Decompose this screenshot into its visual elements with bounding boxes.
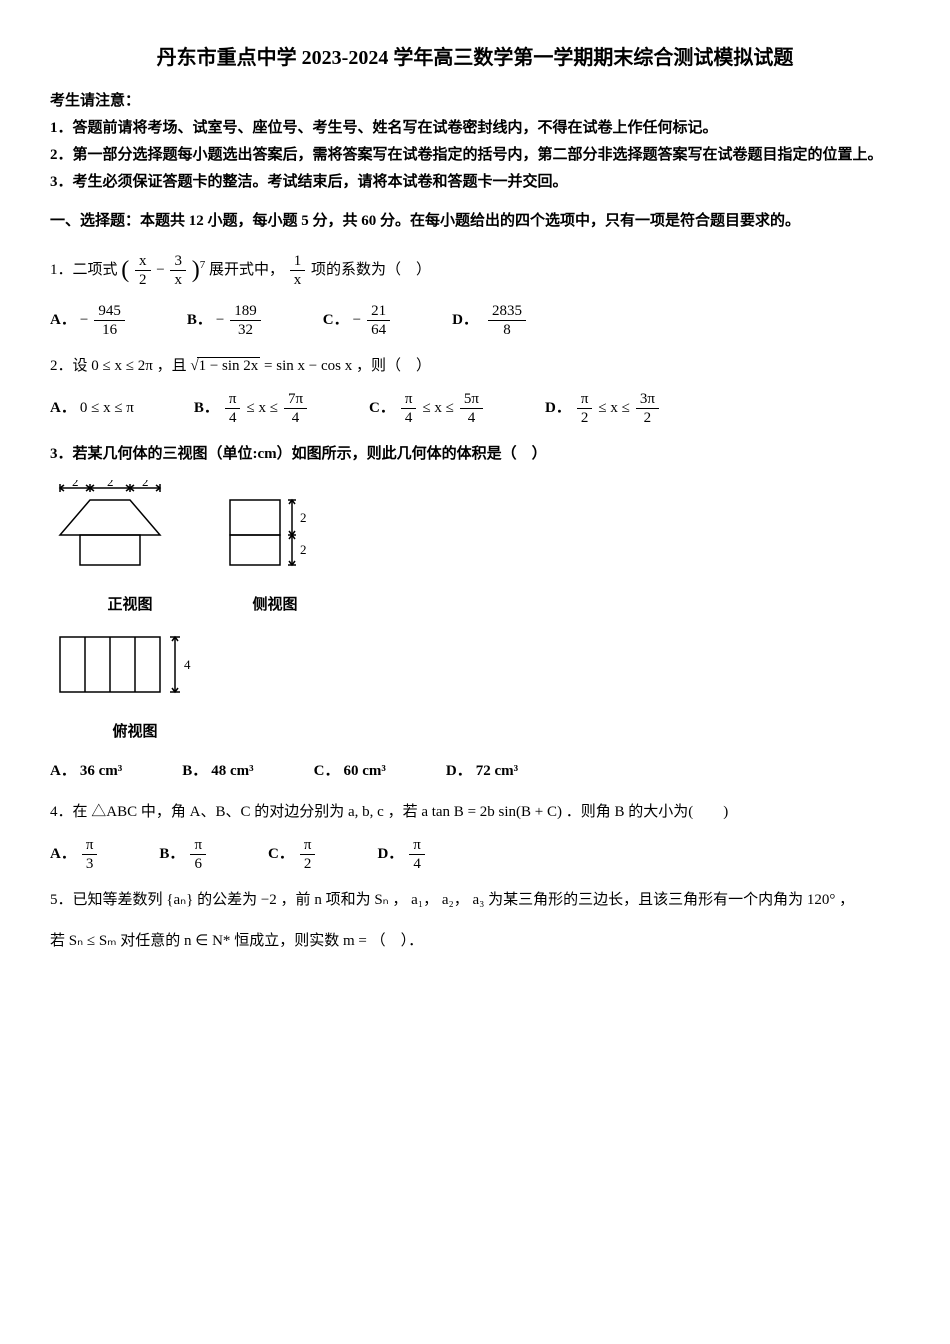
side-view: 2 2 侧视图 [220,480,330,619]
question-4: 4．在 △ABC 中，角 A、B、C 的对边分别为 a, b, c ，若 a t… [50,799,900,826]
q1-opt-c: C． − 2164 [323,302,392,339]
q1-term-frac: 1 x [290,252,306,289]
q2-opt-c: C． π4 ≤ x ≤ 5π4 [369,390,485,427]
q1-options: A． − 94516 B． − 18932 C． − 2164 D． 28358 [50,302,900,339]
q2-opt-d: D． π2 ≤ x ≤ 3π2 [545,390,661,427]
svg-text:2: 2 [142,480,149,489]
question-2: 2．设 0 ≤ x ≤ 2π ，且 1 − sin 2x = sin x − c… [50,353,900,380]
lparen-icon: ( [121,257,129,283]
q1-minus: − [156,262,168,278]
three-views-figure: 2 2 2 正视图 [50,480,900,746]
notice-2: 2．第一部分选择题每小题选出答案后，需将答案写在试卷指定的括号内，第二部分非选择… [50,142,900,169]
q4-opt-a: A．π3 [50,836,99,873]
question-5-line2: 若 Sₙ ≤ Sₘ 对任意的 n ∈ N* 恒成立，则实数 m = （ ）． [50,928,900,955]
q2-opt-a: A． 0 ≤ x ≤ π [50,390,134,427]
front-view: 2 2 2 正视图 [50,480,210,619]
svg-text:2: 2 [107,480,114,489]
q2-options: A． 0 ≤ x ≤ π B． π4 ≤ x ≤ 7π4 C． π4 ≤ x ≤… [50,390,900,427]
q3-opt-b: B．48 cm³ [182,758,253,785]
q1-frac1: x 2 [135,252,151,289]
q3-opt-a: A．36 cm³ [50,758,122,785]
q1-frac2: 3 x [170,252,186,289]
q2-opt-b: B． π4 ≤ x ≤ 7π4 [194,390,309,427]
q1-tail: 项的系数为（ ） [311,262,431,278]
q4-options: A．π3 B．π6 C．π2 D．π4 [50,836,900,873]
question-5-line1: 5．已知等差数列 {aₙ} 的公差为 −2 ，前 n 项和为 Sₙ ， a₁， … [50,887,900,914]
svg-text:2: 2 [300,510,307,525]
q3-opt-d: D．72 cm³ [446,758,518,785]
question-3: 3．若某几何体的三视图（单位:cm）如图所示，则此几何体的体积是（ ） [50,441,900,468]
question-1: 1．二项式 ( x 2 − 3 x )7 展开式中， 1 x 项的系数为（ ） [50,249,900,292]
notice-3: 3．考生必须保证答题卡的整洁。考试结束后，请将本试卷和答题卡一并交回。 [50,169,900,196]
svg-text:2: 2 [300,542,307,557]
rparen-icon: ) [192,257,200,283]
page-title: 丹东市重点中学 2023-2024 学年高三数学第一学期期末综合测试模拟试题 [50,40,900,76]
notice-1: 1．答题前请将考场、试室号、座位号、考生号、姓名写在试卷密封线内，不得在试卷上作… [50,115,900,142]
svg-text:4: 4 [184,657,191,672]
q1-opt-b: B． − 18932 [187,302,263,339]
q1-suffix: 展开式中， [209,262,284,278]
q1-prefix: 1．二项式 [50,262,118,278]
svg-text:2: 2 [72,480,79,489]
q1-opt-d: D． 28358 [452,302,528,339]
q3-opt-c: C．60 cm³ [314,758,386,785]
top-view: 4 俯视图 [50,627,220,746]
q4-opt-d: D．π4 [377,836,426,873]
q1-exp: 7 [200,259,206,271]
q4-opt-c: C．π2 [268,836,317,873]
q4-opt-b: B．π6 [159,836,208,873]
notice-heading: 考生请注意： [50,88,900,115]
section-1-heading: 一、选择题：本题共 12 小题，每小题 5 分，共 60 分。在每小题给出的四个… [50,208,900,235]
q3-options: A．36 cm³ B．48 cm³ C．60 cm³ D．72 cm³ [50,758,900,785]
q1-opt-a: A． − 94516 [50,302,127,339]
sqrt-icon: 1 − sin 2x [190,353,260,380]
